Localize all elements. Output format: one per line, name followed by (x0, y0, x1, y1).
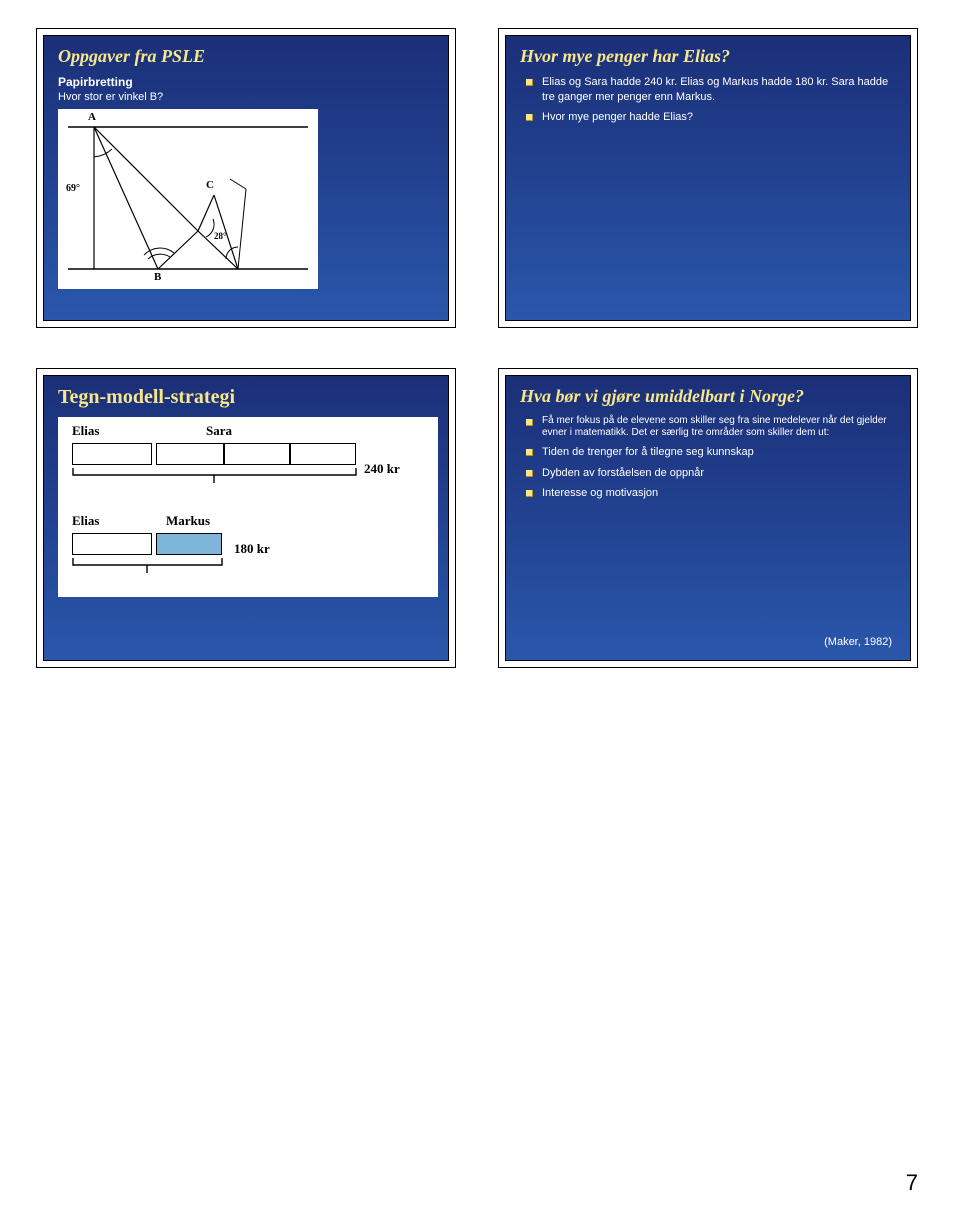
bar-elias-bottom (72, 533, 152, 555)
slide-title: Hva bør vi gjøre umiddelbart i Norge? (520, 386, 896, 407)
label-markus: Markus (166, 513, 210, 529)
bullet-item: Dybden av forståelsen de oppnår (526, 466, 896, 481)
bar-fill (157, 534, 221, 554)
page-number: 7 (906, 1170, 918, 1196)
slide-title: Hvor mye penger har Elias? (520, 46, 896, 67)
bar-markus (156, 533, 222, 555)
slides-grid: Oppgaver fra PSLE Papirbretting Hvor sto… (0, 0, 960, 660)
label-B: B (154, 271, 161, 283)
slide-inner: Tegn-modell-strategi Elias Sara 240 kr E… (43, 375, 449, 661)
slide-oppgaver-psle: Oppgaver fra PSLE Papirbretting Hvor sto… (36, 28, 456, 328)
label-sara: Sara (206, 423, 232, 439)
bar-elias-top (72, 443, 152, 465)
slide-inner: Hva bør vi gjøre umiddelbart i Norge? Få… (505, 375, 911, 661)
bracket-icon (72, 557, 232, 575)
label-A: A (88, 111, 96, 123)
slide-title: Tegn-modell-strategi (58, 386, 434, 409)
label-angle-28: 28° (214, 231, 227, 241)
slide-title: Oppgaver fra PSLE (58, 46, 434, 67)
label-C: C (206, 179, 214, 191)
label-elias-2: Elias (72, 513, 99, 529)
bullet-list: Elias og Sara hadde 240 kr. Elias og Mar… (526, 75, 896, 126)
slide-tegn-modell: Tegn-modell-strategi Elias Sara 240 kr E… (36, 368, 456, 668)
bullet-item: Hvor mye penger hadde Elias? (526, 110, 896, 125)
bullet-list: Få mer fokus på de elevene som skiller s… (526, 415, 896, 502)
slide-penger-elias: Hvor mye penger har Elias? Elias og Sara… (498, 28, 918, 328)
angle-question: Hvor stor er vinkel B? (58, 91, 434, 103)
bullet-item: Interesse og motivasjon (526, 486, 896, 501)
slide-hva-bor-vi-gjore: Hva bør vi gjøre umiddelbart i Norge? Få… (498, 368, 918, 668)
bullet-item: Få mer fokus på de elevene som skiller s… (526, 415, 896, 439)
label-240: 240 kr (364, 461, 400, 477)
slide-inner: Hvor mye penger har Elias? Elias og Sara… (505, 35, 911, 321)
bar-sara (156, 443, 356, 465)
slide-inner: Oppgaver fra PSLE Papirbretting Hvor sto… (43, 35, 449, 321)
bracket-icon (72, 467, 362, 485)
bullet-item: Elias og Sara hadde 240 kr. Elias og Mar… (526, 75, 896, 105)
label-angle-69: 69° (66, 183, 80, 194)
label-180: 180 kr (234, 541, 270, 557)
geometry-figure: A 69° C 28° B (58, 109, 318, 289)
label-elias: Elias (72, 423, 99, 439)
citation: (Maker, 1982) (824, 636, 892, 648)
bullet-item: Tiden de trenger for å tilegne seg kunns… (526, 445, 896, 460)
bar-model-figure: Elias Sara 240 kr Elias Markus (58, 417, 438, 597)
papirbretting-label: Papirbretting (58, 75, 434, 89)
